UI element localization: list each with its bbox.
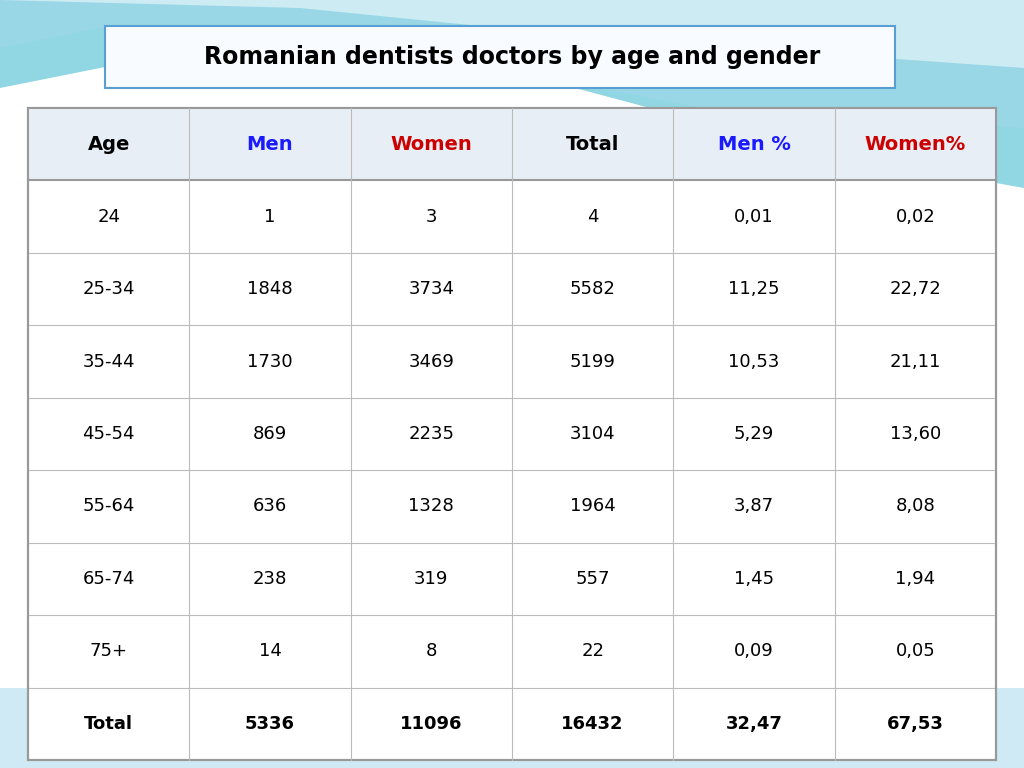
Text: 0,01: 0,01 <box>734 207 774 226</box>
Polygon shape <box>0 0 1024 188</box>
Text: 5,29: 5,29 <box>734 425 774 443</box>
Text: 0,05: 0,05 <box>895 642 935 660</box>
Text: 5582: 5582 <box>569 280 615 298</box>
Text: 10,53: 10,53 <box>728 353 779 370</box>
Text: Total: Total <box>566 134 620 154</box>
Text: 5199: 5199 <box>569 353 615 370</box>
Text: 2235: 2235 <box>409 425 455 443</box>
Text: 1848: 1848 <box>247 280 293 298</box>
Text: 3104: 3104 <box>569 425 615 443</box>
Text: 3: 3 <box>426 207 437 226</box>
Text: 67,53: 67,53 <box>887 715 944 733</box>
Text: 11096: 11096 <box>400 715 463 733</box>
Text: Women%: Women% <box>864 134 966 154</box>
Text: 22,72: 22,72 <box>890 280 941 298</box>
Text: 16432: 16432 <box>561 715 624 733</box>
Text: Total: Total <box>84 715 133 733</box>
Text: Men %: Men % <box>718 134 791 154</box>
Text: 0,02: 0,02 <box>895 207 935 226</box>
Text: Women: Women <box>390 134 472 154</box>
Text: 1328: 1328 <box>409 498 455 515</box>
Text: 45-54: 45-54 <box>82 425 135 443</box>
Text: 1,45: 1,45 <box>734 570 774 588</box>
Text: 319: 319 <box>414 570 449 588</box>
Text: 3,87: 3,87 <box>734 498 774 515</box>
Text: 11,25: 11,25 <box>728 280 779 298</box>
FancyBboxPatch shape <box>105 26 895 88</box>
Text: 3469: 3469 <box>409 353 455 370</box>
Text: 21,11: 21,11 <box>890 353 941 370</box>
Text: Men: Men <box>247 134 293 154</box>
Text: 13,60: 13,60 <box>890 425 941 443</box>
Bar <box>28 108 996 180</box>
Text: 25-34: 25-34 <box>82 280 135 298</box>
Text: 0,09: 0,09 <box>734 642 774 660</box>
Text: 557: 557 <box>575 570 610 588</box>
Text: 8: 8 <box>426 642 437 660</box>
Text: 1730: 1730 <box>247 353 293 370</box>
Text: 14: 14 <box>259 642 282 660</box>
Text: 22: 22 <box>582 642 604 660</box>
Text: 35-44: 35-44 <box>82 353 135 370</box>
Polygon shape <box>0 0 1024 128</box>
Bar <box>28 108 996 760</box>
Text: 5336: 5336 <box>245 715 295 733</box>
Polygon shape <box>0 0 1024 68</box>
Text: 55-64: 55-64 <box>83 498 135 515</box>
Text: 65-74: 65-74 <box>83 570 135 588</box>
Text: 4: 4 <box>587 207 598 226</box>
Bar <box>0 688 1024 768</box>
Text: 869: 869 <box>253 425 287 443</box>
Text: 1,94: 1,94 <box>895 570 935 588</box>
Text: Age: Age <box>87 134 130 154</box>
Text: 1964: 1964 <box>569 498 615 515</box>
Text: 1: 1 <box>264 207 275 226</box>
Text: 8,08: 8,08 <box>895 498 935 515</box>
Text: Romanian dentists doctors by age and gender: Romanian dentists doctors by age and gen… <box>204 45 820 69</box>
Text: 3734: 3734 <box>409 280 455 298</box>
Text: 238: 238 <box>253 570 287 588</box>
Text: 75+: 75+ <box>90 642 128 660</box>
Text: 24: 24 <box>97 207 120 226</box>
Text: 32,47: 32,47 <box>726 715 782 733</box>
Text: 636: 636 <box>253 498 287 515</box>
